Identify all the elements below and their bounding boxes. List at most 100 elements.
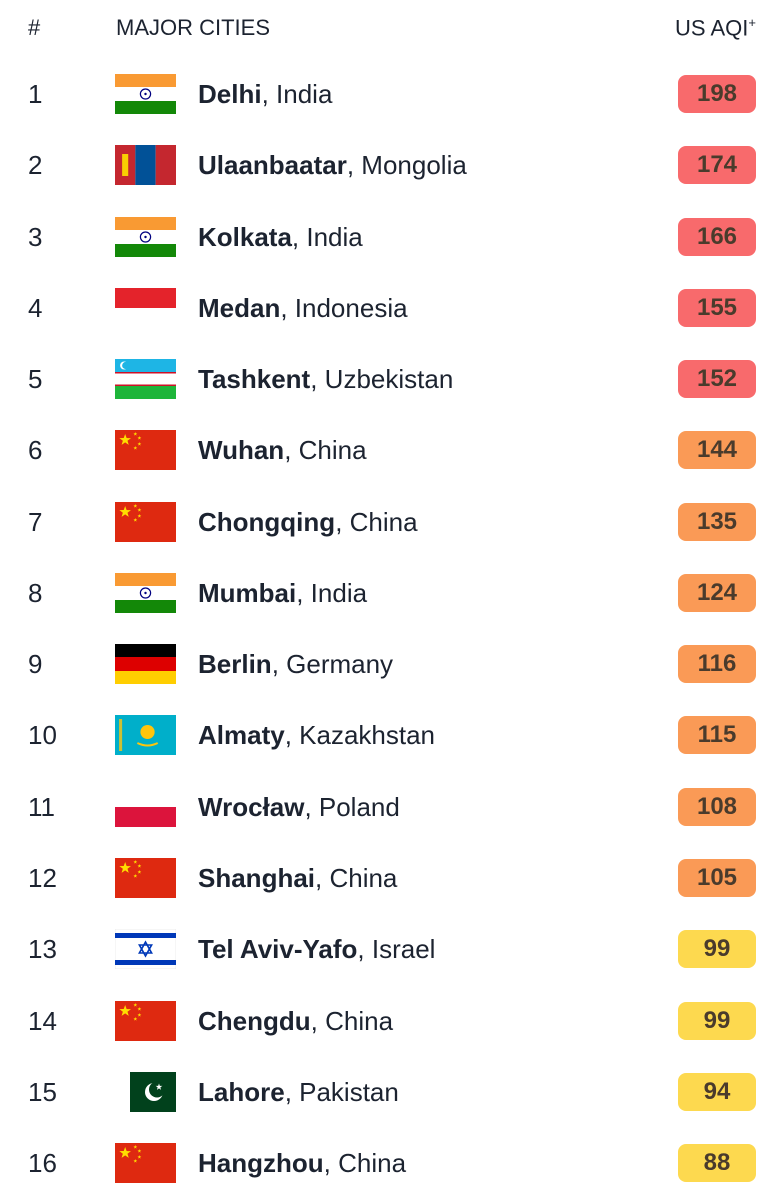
- country-name: , China: [335, 506, 418, 537]
- aqi-header-text: US AQI: [675, 15, 749, 41]
- country-name: , China: [323, 1148, 407, 1179]
- aqi-header: US AQI+: [675, 15, 756, 41]
- flag-part: [139, 230, 152, 243]
- ranking-row: 12 Shanghai, China 105: [0, 848, 784, 908]
- rank-number: 9: [28, 649, 43, 680]
- flag-part: [115, 786, 176, 807]
- rank-number: 7: [28, 506, 43, 537]
- location: Tashkent, Uzbekistan: [198, 364, 453, 395]
- country-flag: [115, 216, 176, 257]
- country-name: , China: [315, 862, 398, 893]
- ranking-row: 4 Medan, Indonesia 155: [0, 278, 784, 338]
- flag-part: [119, 505, 131, 517]
- flag-part: [140, 725, 155, 740]
- country-name: , Kazakhstan: [284, 720, 436, 751]
- aqi-badge: 124: [678, 573, 756, 612]
- flag-part: [115, 243, 176, 257]
- country-flag: [115, 857, 176, 898]
- country-name: , India: [291, 221, 363, 252]
- flag-part: [133, 1016, 138, 1021]
- country-name: , Mongolia: [346, 150, 467, 181]
- flag-part: [122, 154, 129, 177]
- flag-part: [115, 644, 176, 659]
- city-name: Ulaanbaatar: [198, 150, 347, 181]
- flag-part: [119, 861, 131, 873]
- ranking-row: 8 Mumbai, India 124: [0, 563, 784, 623]
- flag-part: [115, 657, 176, 672]
- location: Wuhan, China: [198, 435, 367, 466]
- flag-part: [133, 1145, 138, 1149]
- aqi-badge: 174: [678, 146, 756, 185]
- location: Shanghai, China: [198, 863, 397, 894]
- country-flag: [115, 1143, 176, 1184]
- flag-part: [139, 587, 152, 599]
- rank-number: 16: [28, 1148, 57, 1179]
- city-name: Shanghai: [198, 862, 316, 893]
- rank-number: 13: [28, 934, 57, 965]
- location: Chongqing, China: [198, 507, 418, 538]
- flag-part: [137, 1149, 142, 1153]
- rank-number: 6: [28, 435, 43, 466]
- aqi-badge: 99: [678, 930, 756, 969]
- ranking-row: 11 Wrocław, Poland 108: [0, 777, 784, 837]
- ranking-row: 6 Wuhan, China 144: [0, 420, 784, 480]
- location: Mumbai, India: [198, 578, 367, 609]
- country-name: , Israel: [357, 934, 436, 965]
- country-name: , Poland: [304, 791, 400, 822]
- country-name: , India: [296, 577, 368, 608]
- flag-part: [136, 742, 159, 747]
- ranking-row: 5 Tashkent, Uzbekistan 152: [0, 349, 784, 409]
- flag-part: [133, 859, 138, 864]
- flag-part: [119, 434, 131, 446]
- flag-part: [115, 74, 176, 88]
- flag-part: [115, 599, 176, 613]
- aqi-badge: 115: [678, 716, 756, 755]
- country-flag: [115, 430, 176, 471]
- aqi-badge: 88: [678, 1144, 756, 1183]
- rank-number: 2: [28, 150, 43, 181]
- country-name: , Indonesia: [280, 292, 408, 323]
- city-name: Berlin: [198, 649, 272, 680]
- flag-part: [115, 572, 176, 587]
- flag-part: [137, 436, 142, 440]
- aqi-header-mark: +: [748, 15, 756, 30]
- rank-number: 10: [28, 720, 57, 751]
- flag-part: [115, 216, 176, 231]
- ranking-row: 3 Kolkata, India 166: [0, 207, 784, 267]
- city-name: Mumbai: [198, 577, 297, 608]
- flag-part: [144, 591, 147, 595]
- country-flag: [115, 287, 176, 328]
- flag-part: [133, 1002, 138, 1007]
- flag-part: [115, 806, 176, 827]
- ranking-row: 15 Lahore, Pakistan 94: [0, 1062, 784, 1122]
- aqi-badge: 166: [678, 217, 756, 256]
- country-flag: [115, 1000, 176, 1041]
- aqi-badge: 116: [678, 645, 756, 684]
- flag-part: [133, 1159, 138, 1163]
- flag-part: [135, 145, 156, 186]
- flag-part: [137, 442, 142, 446]
- country-flag: [115, 145, 176, 186]
- flag-part: [139, 88, 152, 100]
- country-flag: [115, 501, 176, 542]
- flag-part: [115, 430, 176, 471]
- flag-part: [137, 513, 142, 518]
- flag-part: [115, 671, 176, 685]
- flag-part: [115, 287, 176, 308]
- flag-part: [133, 873, 138, 878]
- ranking-row: 10 Almaty, Kazakhstan 115: [0, 705, 784, 765]
- location: Lahore, Pakistan: [198, 1077, 399, 1108]
- flag-part: [115, 933, 176, 939]
- flag-part: [133, 446, 138, 450]
- country-name: , India: [261, 79, 333, 109]
- flag-part: [137, 1006, 142, 1011]
- flag-part: [149, 1081, 165, 1098]
- ranking-row: 1 Delhi, India 198: [0, 64, 784, 124]
- rank-number: 8: [28, 577, 43, 608]
- aqi-badge: 105: [678, 858, 756, 897]
- ranking-row: 9 Berlin, Germany 116: [0, 634, 784, 694]
- rank-number: 14: [28, 1005, 57, 1036]
- city-name: Wuhan: [198, 435, 285, 466]
- country-name: , China: [284, 435, 367, 466]
